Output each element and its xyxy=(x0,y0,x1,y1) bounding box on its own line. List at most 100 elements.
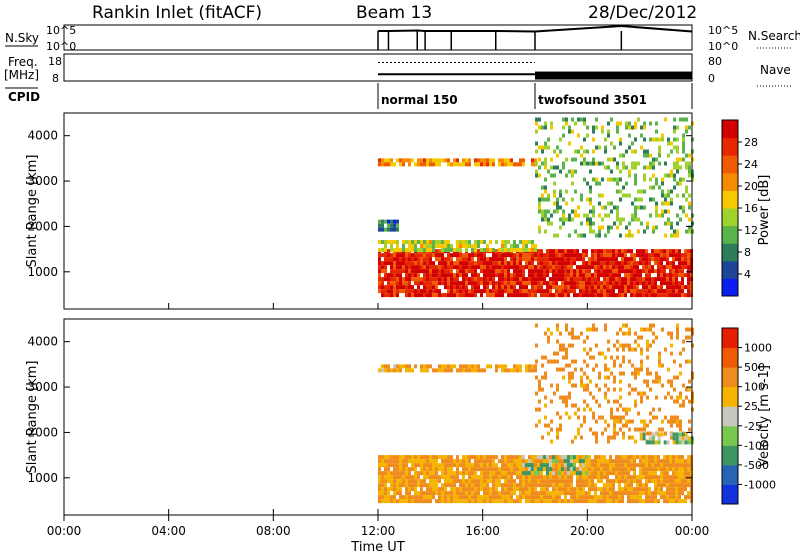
heatmap-cell xyxy=(633,459,636,464)
heatmap-cell xyxy=(438,467,441,472)
heatmap-cell xyxy=(576,467,579,472)
heatmap-cell xyxy=(546,293,549,298)
heatmap-cell xyxy=(447,162,450,167)
heatmap-cell xyxy=(600,285,603,290)
heatmap-cell xyxy=(393,227,396,232)
heatmap-cell xyxy=(552,467,555,472)
heatmap-cell xyxy=(576,483,579,488)
heatmap-cell xyxy=(444,463,447,468)
heatmap-cell xyxy=(396,479,399,484)
heatmap-cell xyxy=(576,495,579,500)
heatmap-cell xyxy=(405,475,408,480)
heatmap-cell xyxy=(559,169,562,174)
heatmap-cell xyxy=(589,209,592,214)
heatmap-cell xyxy=(510,467,513,472)
heatmap-cell xyxy=(468,499,471,504)
heatmap-cell xyxy=(555,265,558,270)
heatmap-cell xyxy=(562,213,565,218)
heatmap-cell xyxy=(624,293,627,298)
heatmap-cell xyxy=(666,463,669,468)
heatmap-cell xyxy=(643,165,646,170)
heatmap-cell xyxy=(675,265,678,270)
heatmap-cell xyxy=(546,479,549,484)
heatmap-cell xyxy=(501,499,504,504)
heatmap-cell xyxy=(528,269,531,274)
heatmap-cell xyxy=(681,491,684,496)
heatmap-cell xyxy=(637,161,640,166)
heatmap-cell xyxy=(480,293,483,298)
heatmap-cell xyxy=(571,173,574,178)
heatmap-cell xyxy=(456,261,459,266)
heatmap-cell xyxy=(543,265,546,270)
colorbar-swatch xyxy=(722,190,738,209)
heatmap-cell xyxy=(438,487,441,492)
heatmap-cell xyxy=(387,479,390,484)
heatmap-cell xyxy=(543,261,546,266)
heatmap-cell xyxy=(545,467,549,472)
heatmap-cell xyxy=(624,261,627,266)
heatmap-cell xyxy=(601,161,604,166)
heatmap-cell xyxy=(423,244,426,249)
heatmap-cell xyxy=(669,281,672,286)
heatmap-cell xyxy=(648,475,651,480)
heatmap-cell xyxy=(651,253,654,258)
heatmap-cell xyxy=(675,277,678,282)
heatmap-cell xyxy=(558,253,561,258)
heatmap-cell xyxy=(684,432,688,437)
heatmap-cell xyxy=(606,499,609,504)
heatmap-cell xyxy=(474,240,477,245)
heatmap-cell xyxy=(673,137,676,142)
heatmap-cell xyxy=(651,499,654,504)
heatmap-cell xyxy=(594,249,597,254)
heatmap-cell xyxy=(504,479,507,484)
heatmap-cell xyxy=(601,351,604,356)
heatmap-cell xyxy=(390,499,393,504)
heatmap-cell xyxy=(411,265,414,270)
heatmap-cell xyxy=(447,475,450,480)
heatmap-cell xyxy=(402,364,405,369)
heatmap-cell xyxy=(516,293,519,298)
heatmap-cell xyxy=(438,479,441,484)
heatmap-cell xyxy=(402,467,405,472)
heatmap-cell xyxy=(462,475,465,480)
heatmap-cell xyxy=(553,359,556,364)
heatmap-cell xyxy=(390,257,393,262)
heatmap-cell xyxy=(676,165,679,170)
heatmap-cell xyxy=(483,499,486,504)
heatmap-cell xyxy=(633,475,636,480)
heatmap-cell xyxy=(507,285,510,290)
heatmap-cell xyxy=(549,455,552,460)
heatmap-cell xyxy=(426,467,429,472)
heatmap-cell xyxy=(577,117,580,122)
heatmap-cell xyxy=(408,281,411,286)
heatmap-cell xyxy=(640,419,643,424)
heatmap-cell xyxy=(492,483,495,488)
heatmap-cell xyxy=(582,253,585,258)
heatmap-cell xyxy=(438,269,441,274)
heatmap-cell xyxy=(589,197,592,202)
heatmap-cell xyxy=(471,479,474,484)
heatmap-cell xyxy=(654,491,657,496)
heatmap-cell xyxy=(606,273,609,278)
heatmap-cell xyxy=(516,483,519,488)
heatmap-cell xyxy=(621,475,624,480)
heatmap-cell xyxy=(501,491,504,496)
heatmap-cell xyxy=(525,277,528,282)
heatmap-cell xyxy=(619,169,622,174)
heatmap-cell xyxy=(525,281,528,286)
heatmap-cell xyxy=(384,244,387,249)
heatmap-cell xyxy=(649,419,652,424)
heatmap-cell xyxy=(546,273,549,278)
heatmap-cell xyxy=(585,261,588,266)
heatmap-cell xyxy=(687,479,690,484)
heatmap-cell xyxy=(453,479,456,484)
heatmap-cell xyxy=(603,273,606,278)
heatmap-cell xyxy=(681,289,684,294)
heatmap-cell xyxy=(685,197,688,202)
heatmap-cell xyxy=(645,289,648,294)
heatmap-cell xyxy=(618,265,621,270)
heatmap-cell xyxy=(685,125,688,130)
heatmap-cell xyxy=(552,475,555,480)
heatmap-cell xyxy=(381,471,384,476)
heatmap-cell xyxy=(636,277,639,282)
